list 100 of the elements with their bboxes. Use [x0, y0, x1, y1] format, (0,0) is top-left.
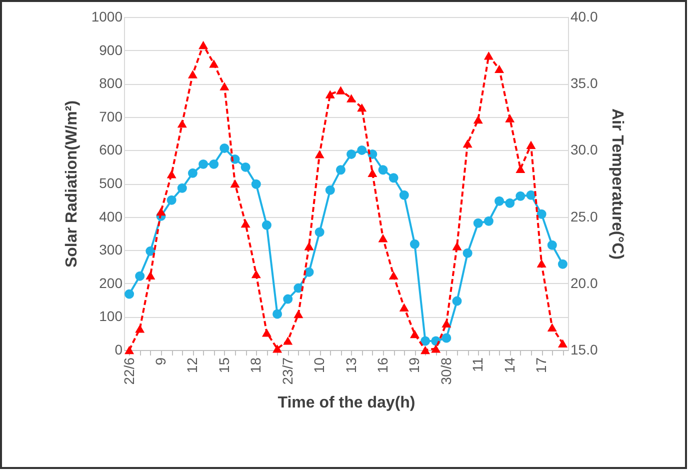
y-tick-label: 0	[114, 342, 123, 358]
point	[494, 64, 504, 74]
point	[230, 179, 240, 188]
point	[135, 271, 145, 281]
y2-tick-label: 15.0	[570, 342, 598, 358]
point	[547, 240, 557, 250]
point	[388, 271, 398, 280]
x-tick-label: 10	[311, 357, 328, 374]
point	[220, 143, 230, 153]
point	[124, 289, 134, 299]
point	[346, 149, 356, 159]
point	[516, 164, 526, 173]
x-tick-label: 13	[342, 357, 359, 374]
point	[473, 115, 483, 124]
point	[357, 145, 367, 155]
point	[262, 220, 272, 230]
point	[336, 86, 346, 94]
point	[272, 344, 282, 353]
point	[251, 179, 261, 189]
y-tick-label: 700	[99, 108, 123, 124]
point	[177, 183, 187, 193]
point	[166, 195, 176, 205]
point	[166, 170, 176, 178]
point	[272, 309, 282, 319]
point	[505, 114, 515, 122]
point	[198, 159, 208, 169]
point	[188, 70, 198, 78]
y2-tick-label: 25.0	[570, 208, 598, 224]
point	[484, 52, 494, 60]
point	[462, 139, 472, 148]
point	[314, 150, 324, 158]
x-tick-label: 30/8	[438, 357, 454, 385]
point	[558, 339, 568, 348]
point	[314, 227, 324, 237]
y2-tick-label: 40.0	[570, 8, 598, 24]
point	[473, 218, 483, 228]
point	[452, 242, 462, 250]
point	[220, 82, 230, 90]
x-tick-label: 22/6	[120, 357, 137, 385]
point	[526, 190, 536, 200]
point	[410, 239, 420, 249]
point	[262, 328, 272, 337]
point	[526, 140, 536, 149]
y2-axis-title: Air Temperature(°C)	[608, 108, 626, 260]
y2-tick-label: 30.0	[570, 142, 598, 158]
point	[325, 185, 335, 195]
point	[484, 216, 494, 226]
point	[536, 209, 546, 219]
point	[505, 198, 515, 208]
x-tick-label: 11	[470, 357, 486, 372]
x-tick-label: 15	[216, 357, 232, 374]
y-tick-label: 500	[99, 175, 123, 191]
x-tick-label: 9	[152, 357, 168, 366]
point	[399, 190, 409, 200]
y-tick-label: 100	[99, 308, 123, 324]
point	[536, 259, 546, 268]
x-tick-label: 19	[406, 357, 422, 374]
point	[325, 90, 335, 98]
y-axis-title: Solar Radiation(W/m²)	[63, 100, 80, 268]
point	[378, 234, 388, 242]
y-tick-label: 900	[99, 42, 123, 58]
point	[156, 207, 166, 216]
point	[188, 168, 198, 178]
point	[146, 271, 156, 280]
point	[452, 296, 462, 306]
point	[431, 344, 441, 353]
x-tick-label: 12	[184, 357, 200, 374]
x-tick-label: 18	[248, 357, 264, 374]
point	[336, 165, 346, 175]
point	[388, 173, 398, 183]
x-tick-label: 17	[533, 357, 550, 374]
y-tick-label: 800	[99, 75, 123, 92]
x-tick-label: 16	[374, 357, 390, 374]
point	[420, 336, 430, 346]
point	[410, 330, 420, 338]
point	[294, 310, 304, 318]
point	[547, 323, 557, 332]
y-tick-label: 400	[99, 208, 123, 224]
x-tick-label: 14	[501, 357, 518, 374]
point	[378, 165, 388, 175]
point	[462, 248, 472, 258]
point	[346, 94, 356, 102]
point	[399, 303, 409, 312]
point	[209, 60, 219, 68]
point	[135, 324, 145, 333]
point	[240, 219, 250, 228]
point	[124, 346, 134, 354]
point	[420, 346, 430, 354]
point	[209, 159, 219, 169]
y-tick-label: 1000	[91, 8, 123, 24]
y-tick-label: 600	[99, 142, 123, 158]
point	[240, 162, 250, 172]
point	[304, 242, 314, 250]
x-axis-title: Time of the day(h)	[278, 394, 416, 412]
point	[283, 336, 293, 345]
y2-tick-label: 35.0	[570, 75, 598, 92]
point	[198, 40, 208, 50]
y-tick-label: 300	[99, 242, 123, 258]
point	[442, 319, 452, 328]
point	[494, 196, 504, 206]
